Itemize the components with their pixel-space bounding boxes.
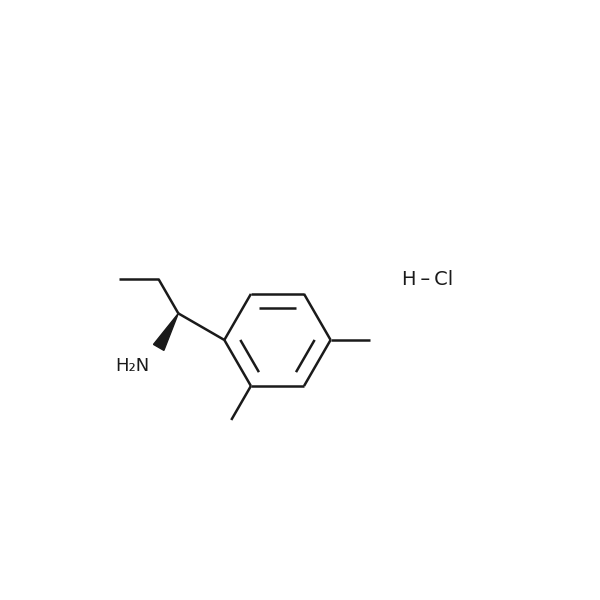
- Polygon shape: [154, 313, 178, 350]
- Text: H₂N: H₂N: [115, 356, 149, 374]
- Text: H – Cl: H – Cl: [402, 271, 453, 289]
